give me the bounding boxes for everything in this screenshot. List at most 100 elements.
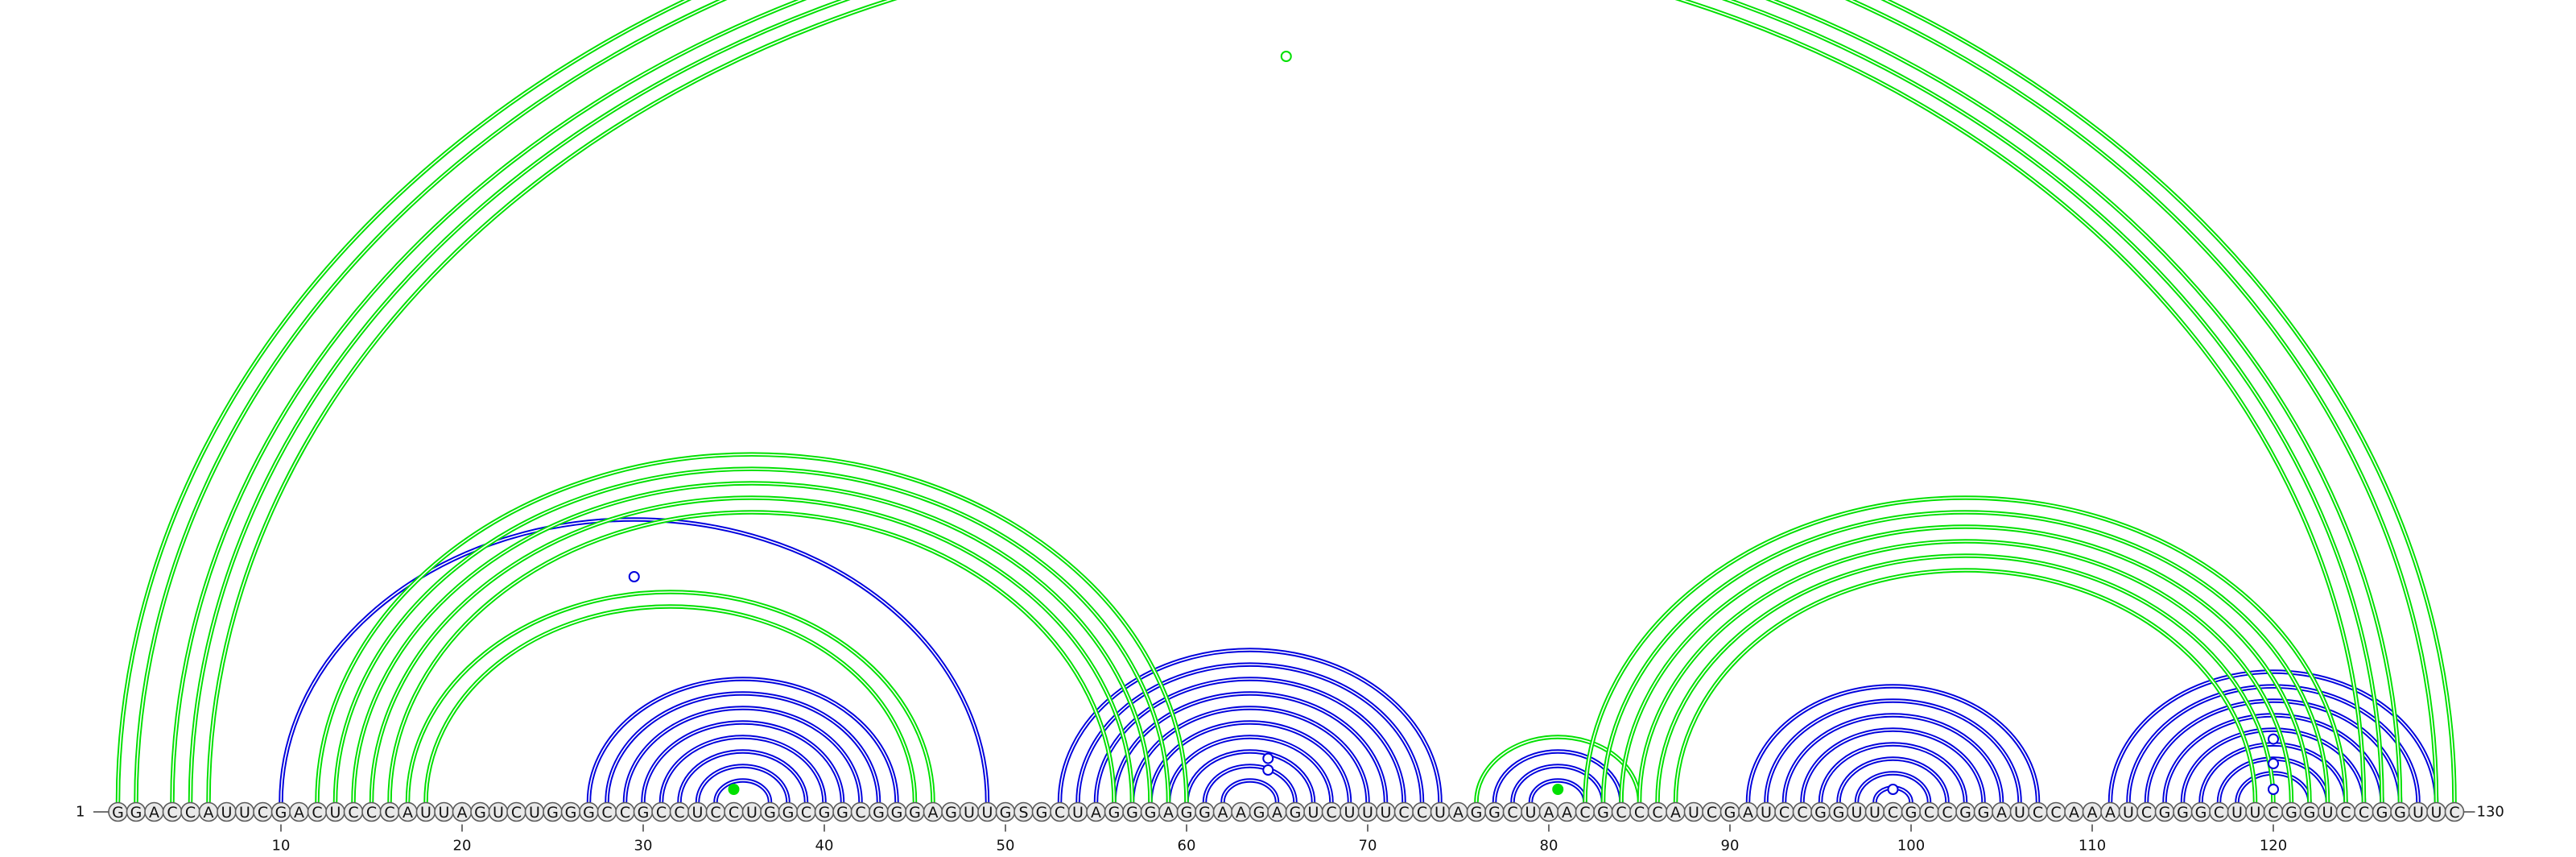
nucleotide-letter: G xyxy=(1905,804,1918,822)
tick-label: 20 xyxy=(453,838,472,855)
nucleotide-letter: C xyxy=(801,804,811,822)
nucleotide-letter: C xyxy=(2359,804,2369,822)
nucleotide-letter: C xyxy=(1579,804,1590,822)
structure-b-arc-inner xyxy=(1169,737,1332,802)
nucleotide-letter: G xyxy=(275,804,287,822)
structure-a-arc-inner xyxy=(353,483,1150,802)
nucleotide-letter: U xyxy=(2322,804,2334,822)
structure-a-arc-inner xyxy=(1640,541,2292,802)
nucleotide-letter: U xyxy=(1761,804,1772,822)
nucleotide-letter: U xyxy=(420,804,431,822)
pair-marker xyxy=(2268,759,2278,768)
structure-a-arc-outer xyxy=(1657,556,2273,802)
nucleotide-letter: S xyxy=(1018,804,1028,822)
nucleotide-letter: G xyxy=(1488,804,1501,822)
nucleotide-letter: U xyxy=(221,804,233,822)
structure-b-arc-outer xyxy=(589,679,898,802)
nucleotide-letter: A xyxy=(1562,804,1572,822)
nucleotide-letter: G xyxy=(130,804,142,822)
nucleotide-letter: G xyxy=(873,804,885,822)
tick-label: 70 xyxy=(1359,838,1377,855)
nucleotide-letter: U xyxy=(2231,804,2243,822)
nucleotide-letter: C xyxy=(258,804,268,822)
nucleotide-letter: G xyxy=(1978,804,1990,822)
nucleotide-letter: C xyxy=(2449,804,2459,822)
tick-label: 80 xyxy=(1540,838,1558,855)
nucleotide-letter: A xyxy=(1453,804,1463,822)
nucleotide-letter: A xyxy=(1544,804,1554,822)
pair-marker xyxy=(1263,765,1273,775)
structure-a-arc-outer xyxy=(1640,541,2292,802)
nucleotide-letter: C xyxy=(1507,804,1517,822)
structure-b-arc-outer xyxy=(1839,759,1947,802)
nucleotide-letter: C xyxy=(2268,804,2278,822)
tick-label: 10 xyxy=(272,838,291,855)
nucleotide-letter: G xyxy=(1253,804,1265,822)
nucleotide-letter: U xyxy=(2250,804,2261,822)
pair-marker xyxy=(1553,785,1563,794)
arc-markers xyxy=(630,52,2278,794)
nucleotide-letter: G xyxy=(1108,804,1121,822)
structure-b-arc-inner xyxy=(589,679,898,802)
nucleotide-letter: A xyxy=(204,804,214,822)
nucleotide-letter: C xyxy=(656,804,667,822)
nucleotide-letter: C xyxy=(185,804,196,822)
nucleotide-letter: U xyxy=(1072,804,1084,822)
nucleotide-letter: A xyxy=(1091,804,1101,822)
structure-b-arc-outer xyxy=(1223,780,1278,802)
nucleotide-letter: G xyxy=(1959,804,1971,822)
nucleotide-letter: C xyxy=(1616,804,1626,822)
nucleotide-letter: A xyxy=(1163,804,1174,822)
tick-label: 90 xyxy=(1721,838,1740,855)
nucleotide-letter: U xyxy=(529,804,540,822)
structure-b-arc-outer xyxy=(643,722,843,802)
structure-b-arc-outer xyxy=(1169,737,1332,802)
nucleotide-letter: C xyxy=(366,804,377,822)
nucleotide-letter: G xyxy=(1814,804,1827,822)
nucleotide-letter: A xyxy=(1218,804,1228,822)
nucleotide-letter: U xyxy=(439,804,450,822)
structure-a-arc-inner xyxy=(1676,570,2256,802)
nucleotide-letter: U xyxy=(2014,804,2025,822)
nucleotide-letter: U xyxy=(1308,804,1319,822)
nucleotide-letter: C xyxy=(2141,804,2152,822)
sequence-start-label: 1 xyxy=(76,804,85,821)
nucleotide-letter: G xyxy=(1181,804,1193,822)
tick-label: 60 xyxy=(1178,838,1196,855)
structure-b-arc-outer xyxy=(1205,766,1296,802)
nucleotide-letter: U xyxy=(692,804,704,822)
position-axis: 10 20 30 40 50 60 70 80 90 100 110 120 xyxy=(272,825,2288,855)
nucleotide-letter: C xyxy=(710,804,720,822)
nucleotide-letter: C xyxy=(1055,804,1065,822)
nucleotide-letter: G xyxy=(2159,804,2171,822)
structure-b-arc-inner xyxy=(716,780,770,802)
nucleotide-letter: A xyxy=(1236,804,1246,822)
nucleotide-letter: U xyxy=(1381,804,1392,822)
structure-a-arc-inner xyxy=(1657,556,2273,802)
nucleotide-letter: C xyxy=(2033,804,2043,822)
structure-b-arc-outer xyxy=(281,520,988,802)
pair-marker xyxy=(2268,785,2278,794)
nucleotide-letter: G xyxy=(764,804,776,822)
tick-label: 120 xyxy=(2260,838,2287,855)
nucleotide-letter: A xyxy=(2069,804,2079,822)
pair-marker xyxy=(1263,754,1273,764)
structure-b-arc-inner xyxy=(1223,780,1278,802)
nucleotide-letter: G xyxy=(819,804,831,822)
structure-a-arc-outer xyxy=(353,483,1150,802)
pair-marker xyxy=(729,785,739,794)
structure-b-arcs xyxy=(281,520,2437,802)
nucleotide-letter: G xyxy=(474,804,486,822)
nucleotide-letter: A xyxy=(402,804,413,822)
nucleotide-letter: C xyxy=(601,804,612,822)
nucleotide-letter: U xyxy=(2123,804,2134,822)
nucleotide-letter: A xyxy=(294,804,304,822)
nucleotide-letter: G xyxy=(836,804,848,822)
nucleotide-letter: C xyxy=(1707,804,1717,822)
nucleotide-letter: G xyxy=(565,804,577,822)
nucleotide-letter: U xyxy=(1362,804,1373,822)
nucleotide-letter: G xyxy=(1126,804,1138,822)
tick-label: 110 xyxy=(2079,838,2106,855)
